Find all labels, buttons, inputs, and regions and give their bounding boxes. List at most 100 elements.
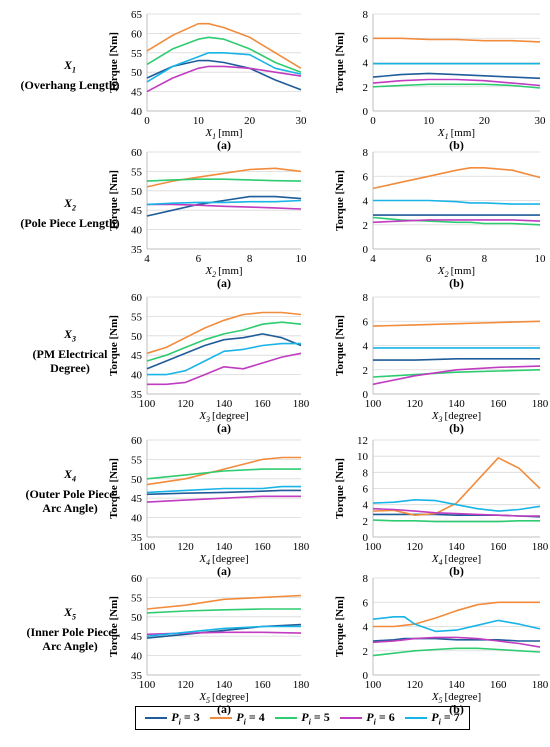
series-line-pi-6: [372, 78, 541, 87]
y-tick-label: 35: [131, 670, 143, 682]
x-tick-label: 20: [244, 115, 256, 127]
x-tick-label: 140: [216, 398, 233, 410]
x-tick-label: 180: [293, 679, 310, 691]
y-axis-label: Torque [Nm]: [108, 315, 120, 376]
series-line-pi-4: [372, 320, 541, 327]
x-tick-label: 0: [144, 115, 150, 127]
y-tick-label: 6: [363, 316, 369, 328]
chart-x2b: 0 2 4 6 8 4 6 8 10 Torque [Nm] X2 [mm](b): [334, 147, 546, 290]
series-line-pi-4: [372, 167, 541, 190]
row-label-x1: X1 (Overhang Length): [20, 58, 120, 92]
chart-x3a: 35 40 45 50 55 60 100 120 140 160 180 Torque [Nm] X3…: [108, 292, 310, 435]
x-tick-label: 100: [365, 679, 382, 691]
legend-swatch: [275, 716, 298, 719]
series-line-pi-4: [146, 594, 302, 610]
y-tick-label: 55: [131, 311, 143, 323]
series-line-pi-6: [372, 219, 541, 224]
x-tick-label: 140: [216, 541, 233, 553]
y-tick-label: 8: [363, 147, 369, 159]
x-tick-label: 10: [423, 115, 435, 127]
x-tick-label: 140: [448, 679, 465, 691]
series-line-pi-5: [372, 369, 541, 378]
y-tick-label: 60: [131, 147, 143, 159]
y-axis-label: Torque [Nm]: [334, 315, 346, 376]
y-tick-label: 2: [363, 646, 369, 658]
panel-label: (a): [217, 421, 231, 435]
y-tick-label: 40: [131, 513, 143, 525]
x-tick-label: 10: [193, 115, 205, 127]
chart-x3b: 0 2 4 6 8 100 120 140 160 180 Torque [Nm] X3 [degree…: [334, 292, 549, 435]
series-line-pi-5: [146, 468, 301, 480]
x-axis-label: X1 [mm]: [437, 127, 475, 141]
y-tick-label: 10: [357, 451, 369, 463]
x-tick-label: 30: [296, 115, 308, 127]
legend-swatch: [210, 716, 233, 719]
y-tick-label: 0: [363, 670, 369, 682]
x-axis-label: X2 [mm]: [437, 265, 475, 279]
legend-label: Pi = 5: [301, 709, 330, 727]
y-tick-label: 40: [131, 651, 143, 663]
series-line-pi-3: [146, 195, 302, 217]
y-tick-label: 45: [131, 87, 143, 99]
x-tick-label: 6: [426, 253, 432, 265]
series-line-pi-7: [373, 199, 540, 205]
panel-label: (b): [449, 702, 464, 716]
x-tick-label: 120: [407, 398, 424, 410]
y-tick-label: 2: [363, 516, 369, 528]
y-tick-label: 45: [131, 493, 143, 505]
series-line-pi-7: [372, 498, 541, 512]
y-tick-label: 0: [363, 532, 369, 544]
x-tick-label: 140: [448, 541, 465, 553]
y-tick-label: 35: [131, 244, 143, 256]
x-tick-label: 100: [139, 679, 156, 691]
y-tick-label: 4: [363, 196, 369, 208]
chart-x1a: 40 45 50 55 60 65 0 10 20 30 Torque [Nm] X1 [mm](a): [108, 9, 307, 152]
x-tick-label: 0: [370, 115, 376, 127]
x-tick-label: 160: [254, 398, 271, 410]
series-line-pi-4: [373, 37, 541, 43]
y-tick-label: 8: [363, 573, 369, 585]
panel-label: (b): [449, 421, 464, 435]
y-tick-label: 4: [363, 622, 369, 634]
legend-swatch: [405, 716, 428, 719]
y-axis-label: Torque [Nm]: [334, 32, 346, 93]
y-tick-label: 60: [131, 28, 143, 40]
x-tick-label: 120: [407, 679, 424, 691]
y-axis-label: Torque [Nm]: [108, 458, 120, 519]
series-line-pi-5: [146, 608, 301, 614]
series-line-pi-7: [372, 615, 541, 633]
series-line-pi-6: [372, 365, 541, 386]
x-axis-label: X3 [degree]: [431, 410, 481, 424]
legend: Pi = 3 Pi = 4 Pi = 5 Pi = 6 Pi = 7: [135, 706, 470, 730]
y-tick-label: 8: [363, 9, 369, 21]
series-line-pi-4: [146, 167, 302, 188]
x-tick-label: 180: [532, 679, 549, 691]
x-tick-label: 20: [479, 115, 491, 127]
y-axis-label: Torque [Nm]: [334, 170, 346, 231]
legend-item-pi-6: Pi = 6: [340, 709, 395, 727]
x-tick-label: 160: [490, 541, 507, 553]
series-line-pi-3: [146, 489, 301, 496]
legend-label: Pi = 6: [366, 709, 395, 727]
series-line-pi-3: [373, 357, 540, 361]
x-tick-label: 160: [490, 398, 507, 410]
y-tick-label: 50: [131, 67, 143, 79]
y-tick-label: 0: [363, 389, 369, 401]
y-tick-label: 6: [363, 484, 369, 496]
series-line-pi-4: [146, 311, 302, 355]
y-tick-label: 2: [363, 365, 369, 377]
x-axis-label: X2 [mm]: [204, 265, 242, 279]
row-label-x3: X3 (PM Electrical Degree): [32, 327, 108, 376]
x-tick-label: 180: [293, 398, 310, 410]
legend-item-pi-3: Pi = 3: [145, 710, 200, 726]
series-line-pi-4: [372, 456, 541, 517]
chart-x5b: 0 2 4 6 8 100 120 140 160 180 Torque [Nm] X5 [degree…: [334, 573, 549, 716]
x-tick-label: 160: [254, 679, 271, 691]
y-tick-label: 2: [363, 82, 369, 94]
series-line-pi-4: [146, 22, 302, 69]
legend-swatch: [145, 716, 168, 719]
x-tick-label: 120: [407, 541, 424, 553]
y-tick-label: 4: [363, 58, 369, 70]
legend-swatch: [340, 716, 363, 719]
